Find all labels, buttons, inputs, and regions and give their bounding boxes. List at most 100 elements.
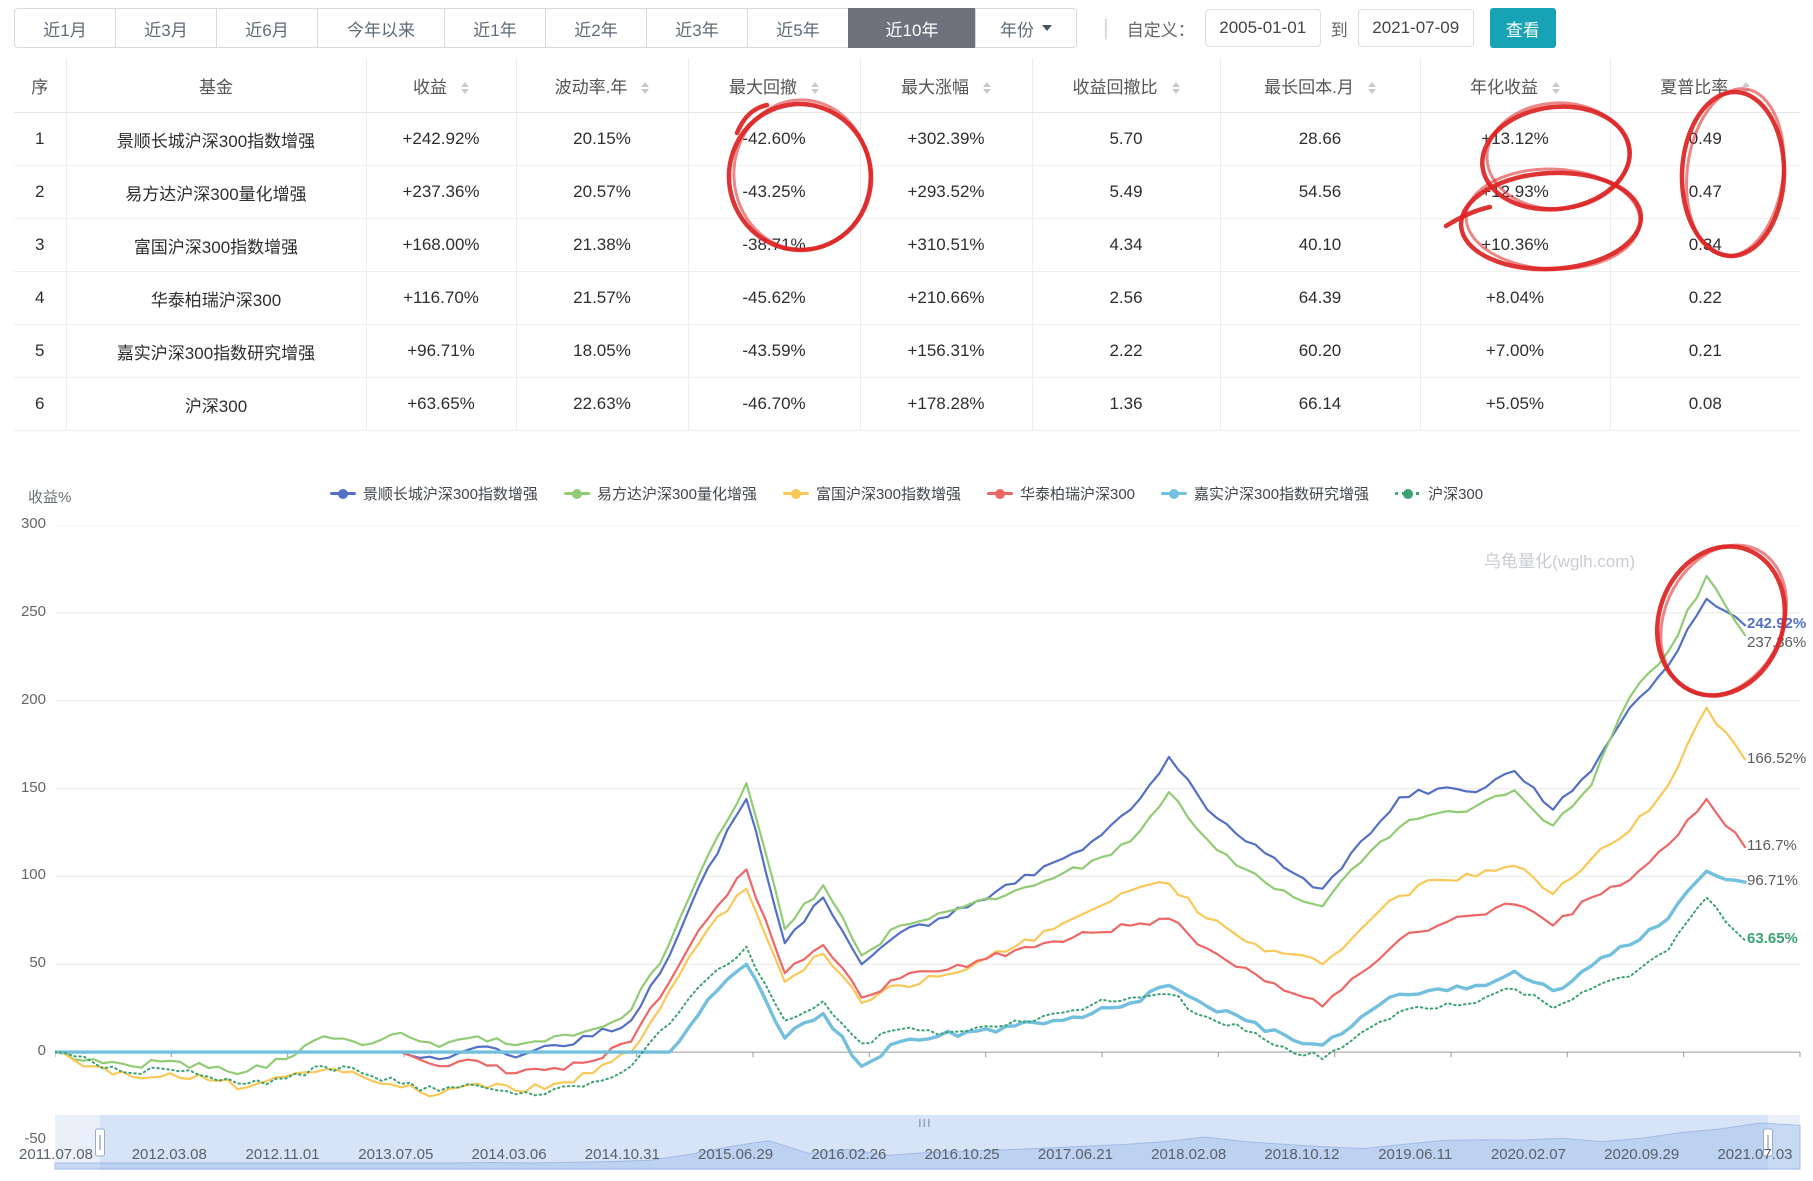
x-tick-label: 2020.02.07	[1490, 1146, 1566, 1163]
chart-legend: 景顺长城沪深300指数增强 易方达沪深300量化增强 富国沪深300指数增强 华泰柏瑞…	[0, 483, 1813, 504]
cell-longest_recovery_months: 40.10	[1219, 218, 1420, 272]
cell-index: 5	[14, 324, 66, 378]
cell-fund[interactable]: 嘉实沪深300指数研究增强	[65, 324, 366, 378]
slider-grip-icon[interactable]	[928, 1119, 930, 1127]
series-line-4	[399, 798, 1747, 1075]
column-header-sharpe[interactable]: 夏普比率	[1609, 58, 1800, 113]
date-range-slider[interactable]	[0, 1112, 1813, 1174]
sort-icon[interactable]	[1742, 82, 1751, 95]
cell-annualized_return: +8.04%	[1419, 271, 1610, 325]
x-tick-label: 2020.09.29	[1604, 1146, 1680, 1163]
table-row: 4 华泰柏瑞沪深300 +116.70% 21.57% -45.62% +210.66% 2…	[14, 271, 1800, 325]
y-tick-label: 150	[20, 778, 46, 796]
column-header-longest_recovery_months[interactable]: 最长回本.月	[1219, 58, 1420, 113]
y-tick-label: 100	[20, 866, 46, 884]
period-button-3[interactable]: 近6月	[216, 8, 318, 48]
legend-dot	[1169, 488, 1180, 499]
period-button-2[interactable]: 近3月	[115, 8, 217, 48]
start-date-input[interactable]	[1204, 9, 1321, 47]
cell-max_gain: +293.52%	[859, 165, 1032, 219]
series-line-5	[55, 869, 1747, 1068]
cell-volatility: 21.38%	[515, 218, 688, 272]
y-axis-unit-label: 收益%	[28, 489, 72, 506]
column-header-volatility[interactable]: 波动率.年	[515, 58, 688, 113]
legend-item[interactable]: 富国沪深300指数增强	[782, 483, 961, 504]
cell-longest_recovery_months: 60.20	[1219, 324, 1420, 378]
column-header-annualized_return[interactable]: 年化收益	[1419, 58, 1610, 113]
slider-selected-range[interactable]	[100, 1115, 1768, 1170]
cell-fund[interactable]: 景顺长城沪深300指数增强	[65, 112, 366, 166]
slider-minimap	[54, 1122, 1801, 1170]
cell-fund[interactable]: 沪深300	[65, 377, 366, 431]
legend-item[interactable]: 嘉实沪深300指数研究增强	[1161, 483, 1369, 504]
cell-return: +242.92%	[365, 112, 516, 166]
performance-line-chart	[55, 525, 1801, 1141]
series-line-3	[55, 706, 1747, 1098]
cell-annualized_return: +12.93%	[1419, 165, 1610, 219]
period-button-5[interactable]: 近1年	[444, 8, 546, 48]
legend-item[interactable]: 景顺长城沪深300指数增强	[329, 483, 538, 504]
period-button-6[interactable]: 近2年	[545, 8, 647, 48]
period-button-4[interactable]: 今年以来	[317, 8, 445, 48]
legend-dot	[571, 488, 582, 499]
column-header-max_drawdown[interactable]: 最大回撤	[687, 58, 860, 113]
sort-icon[interactable]	[1367, 82, 1376, 95]
legend-marker-icon	[1161, 488, 1188, 499]
sort-icon[interactable]	[1171, 82, 1180, 95]
table-row: 5 嘉实沪深300指数研究增强 +96.71% 18.05% -43.59% +156.3…	[14, 324, 1800, 378]
cell-fund[interactable]: 富国沪深300指数增强	[65, 218, 366, 272]
column-header-return_drawdown_ratio[interactable]: 收益回撤比	[1031, 58, 1220, 113]
view-button[interactable]: 查看	[1489, 8, 1556, 48]
chevron-down-icon	[1042, 25, 1052, 31]
cell-longest_recovery_months: 28.66	[1219, 112, 1420, 166]
legend-label: 富国沪深300指数增强	[815, 486, 961, 503]
sort-icon[interactable]	[1552, 82, 1560, 95]
cell-return: +168.00%	[365, 218, 516, 272]
y-tick-label: 300	[20, 515, 46, 532]
legend-dot	[790, 488, 801, 499]
year-dropdown[interactable]: 年份	[975, 8, 1077, 48]
cell-volatility: 20.15%	[515, 112, 688, 166]
period-button-7[interactable]: 近3年	[646, 8, 748, 48]
cell-index: 4	[14, 271, 66, 325]
sort-icon[interactable]	[461, 82, 469, 95]
cell-fund[interactable]: 易方达沪深300量化增强	[65, 165, 366, 219]
series-end-label: 242.92%	[1747, 615, 1807, 633]
sort-icon[interactable]	[983, 82, 991, 95]
series-end-label: 116.7%	[1747, 837, 1797, 855]
series-line-2	[55, 574, 1747, 1076]
cell-max_drawdown: -43.25%	[687, 165, 860, 219]
cell-volatility: 18.05%	[515, 324, 688, 378]
legend-item[interactable]: 沪深300	[1395, 483, 1483, 504]
cell-volatility: 21.57%	[515, 271, 688, 325]
cell-longest_recovery_months: 64.39	[1219, 271, 1420, 325]
sort-icon[interactable]	[641, 82, 650, 95]
column-header-return[interactable]: 收益	[365, 58, 516, 113]
cell-volatility: 20.57%	[515, 165, 688, 219]
legend-item[interactable]: 华泰柏瑞沪深300	[987, 483, 1135, 504]
x-tick-label: 2016.02.26	[811, 1146, 887, 1163]
end-date-input[interactable]	[1357, 9, 1474, 47]
legend-label: 景顺长城沪深300指数增强	[362, 486, 538, 503]
sort-icon[interactable]	[811, 82, 819, 95]
cell-return_drawdown_ratio: 2.22	[1031, 324, 1220, 378]
cell-return_drawdown_ratio: 5.70	[1031, 112, 1220, 166]
x-tick-label: 2014.03.06	[471, 1146, 547, 1163]
period-button-8[interactable]: 近5年	[747, 8, 849, 48]
x-tick-label: 2021.07.03	[1717, 1146, 1793, 1163]
column-header-max_gain[interactable]: 最大涨幅	[859, 58, 1032, 113]
table-row: 6 沪深300 +63.65% 22.63% -46.70% +178.28% 1.36 66…	[14, 377, 1800, 431]
slider-grip-icon[interactable]	[919, 1119, 921, 1127]
legend-label: 华泰柏瑞沪深300	[1020, 486, 1136, 503]
cell-return_drawdown_ratio: 2.56	[1031, 271, 1220, 325]
column-header-fund: 基金	[65, 58, 366, 113]
period-button-9[interactable]: 近10年	[848, 8, 976, 48]
cell-max_drawdown: -46.70%	[687, 377, 860, 431]
period-button-1[interactable]: 近1月	[14, 8, 116, 48]
to-label: 到	[1330, 20, 1348, 40]
legend-item[interactable]: 易方达沪深300量化增强	[563, 483, 757, 504]
legend-label: 嘉实沪深300指数研究增强	[1194, 486, 1370, 503]
legend-dot	[995, 488, 1005, 499]
cell-fund[interactable]: 华泰柏瑞沪深300	[65, 271, 366, 325]
slider-grip-icon[interactable]	[923, 1119, 926, 1127]
